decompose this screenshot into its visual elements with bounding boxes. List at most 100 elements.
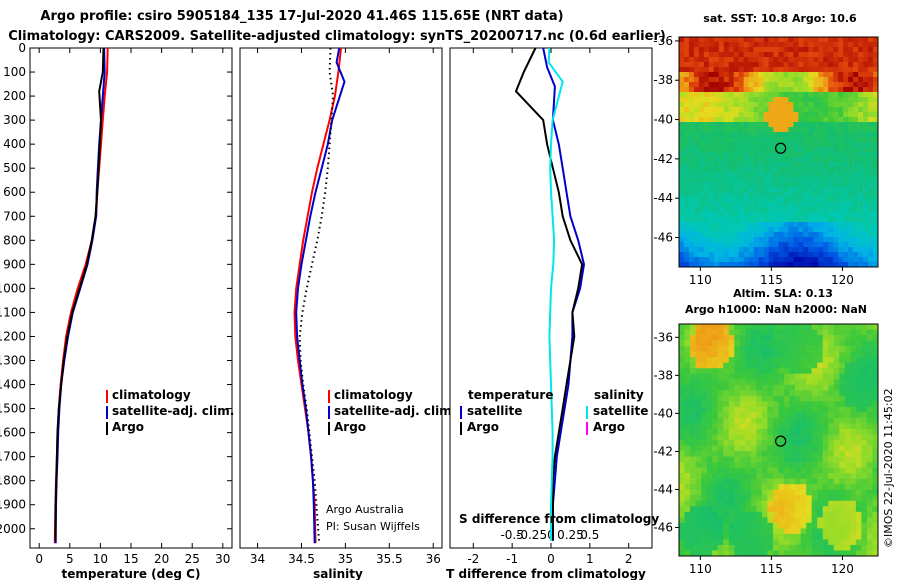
sla-cell [723,351,730,358]
sla-cell [833,335,840,341]
sst-cell [683,137,690,143]
sla-cell [728,395,735,402]
sla-cell [839,511,846,518]
sst-cell [828,62,834,68]
sla-cell [800,462,807,468]
sst-cell [858,187,864,193]
sst-cell [808,107,814,113]
sst-cell [763,57,769,63]
sla-cell [822,528,829,535]
sla-cell [828,362,835,369]
sst-cell [818,127,824,133]
sst-cell [723,177,730,183]
sst-cell [748,162,754,168]
sla-cell [822,533,829,540]
sst-cell [848,212,854,218]
sst-cell [818,237,824,243]
sst-cell [743,262,749,268]
sst-cell [773,217,779,223]
sst-cell [723,197,730,203]
sla-cell [684,346,691,352]
sla-cell [717,522,724,529]
sla-cell [872,329,879,336]
sst-cell [853,87,859,93]
sla-cell [717,423,724,430]
sst-cell [693,162,700,168]
sst-cell [698,207,705,213]
sst-cell [683,107,690,113]
sla-cell [839,368,846,375]
sst-cell [758,137,764,143]
sst-cell [679,177,685,183]
sst-cell [713,87,720,93]
lat-tick-label: -42 [653,152,673,166]
sla-cell [866,395,873,402]
legend-label-satellite: satellite-adj. clim. [334,404,456,418]
sst-cell [783,77,789,83]
sst-cell [808,232,814,238]
sst-cell [803,97,809,103]
sla-cell [866,329,873,336]
sla-cell [784,373,790,380]
sst-cell [758,177,764,183]
sst-cell [738,247,744,253]
sla-cell [806,395,812,402]
sla-cell [717,373,724,380]
sst-cell [679,167,685,173]
sst-cell [813,247,819,253]
sst-cell [763,137,769,143]
sla-cell [866,478,873,485]
sla-cell [855,340,862,347]
sst-cell [738,257,744,263]
sst-cell [803,142,809,148]
sla-cell [839,506,846,513]
sla-cell [756,517,763,524]
sst-cell [798,252,804,258]
sst-cell [743,202,749,208]
sla-cell [828,324,835,330]
sst-cell [723,62,730,68]
sla-cell [866,434,873,441]
sst-cell [823,252,829,258]
sst-cell [753,37,759,43]
sst-cell [873,237,879,243]
sst-cell [788,177,794,183]
sst-cell [679,162,685,168]
sla-cell [750,522,757,529]
sla-cell [756,533,763,540]
sst-cell [773,257,779,263]
sla-cell [795,340,801,347]
sst-cell [743,122,749,128]
sst-cell [708,67,715,73]
sla-cell [861,506,868,513]
sla-cell [789,456,796,463]
sst-cell [863,192,869,198]
sst-cell [853,262,859,268]
sla-cell [695,384,702,391]
sst-cell [793,247,799,253]
sla-cell [844,506,851,513]
sst-cell [758,117,764,123]
sst-cell [773,97,779,103]
sst-cell [733,147,739,153]
sla-cell [855,412,862,419]
sla-cell [679,462,685,468]
sla-cell [806,351,812,358]
sla-cell [767,517,774,524]
sst-cell [823,72,829,78]
sla-cell [684,473,691,479]
sla-cell [872,406,879,413]
sst-cell [823,157,829,163]
sla-cell [866,412,873,419]
sla-cell [695,440,702,446]
sst-cell [848,37,854,43]
sst-cell [683,42,690,48]
sla-cell [772,379,779,386]
sla-cell [833,467,840,474]
sla-cell [795,428,801,435]
sla-cell [778,451,785,457]
sst-cell [698,187,705,193]
lat-tick-label: -38 [653,73,673,87]
sst-cell [733,257,739,263]
sla-cell [756,445,763,452]
